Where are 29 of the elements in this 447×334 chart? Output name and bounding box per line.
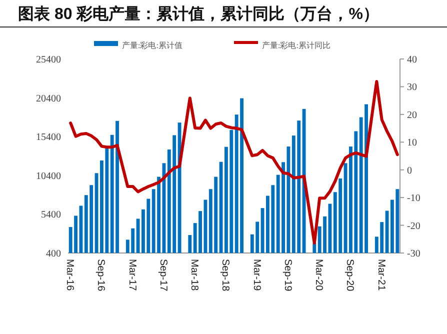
x-tick-label: Sep-17 (157, 259, 168, 292)
x-tick-label: Sep-16 (95, 259, 106, 292)
y2-tick-label: -10 (407, 193, 420, 204)
x-tick-label: Mar-20 (313, 259, 324, 292)
y2-tick-label: 30 (407, 82, 417, 94)
chart-title: 图表 80 彩电产量：累计值，累计同比（万台，%） (18, 5, 379, 23)
x-tick-label: Mar-18 (188, 259, 200, 292)
y2-tick-label: 0 (407, 165, 412, 176)
x-tick-label: Sep-20 (344, 259, 356, 292)
y-tick-label: 5400 (41, 210, 61, 221)
x-tick-label: Mar-17 (126, 259, 138, 292)
x-tick-label: Sep-18 (220, 259, 231, 292)
y-tick-label: 10400 (36, 170, 61, 182)
y2-tick-label: -30 (407, 248, 420, 260)
line-series (69, 80, 399, 245)
y2-tick-label: -20 (407, 220, 420, 232)
y-tick-label: 15400 (36, 132, 61, 144)
y2-tick-label: 10 (407, 138, 417, 149)
x-tick-label: Sep-19 (282, 259, 293, 292)
y-tick-label: 400 (46, 248, 61, 260)
legend-label: 产量:彩电:累计值 (122, 41, 182, 50)
y-tick-label: 20400 (36, 93, 61, 104)
y-tick-label: 25400 (36, 54, 61, 66)
legend-label: 产量:彩电:累计同比 (262, 41, 330, 50)
x-tick-label: Mar-19 (250, 259, 262, 292)
x-tick-label: Mar-21 (375, 259, 386, 292)
x-tick-label: Mar-16 (64, 259, 76, 292)
y2-tick-label: 40 (407, 54, 417, 66)
y2-tick-label: 20 (407, 110, 417, 121)
